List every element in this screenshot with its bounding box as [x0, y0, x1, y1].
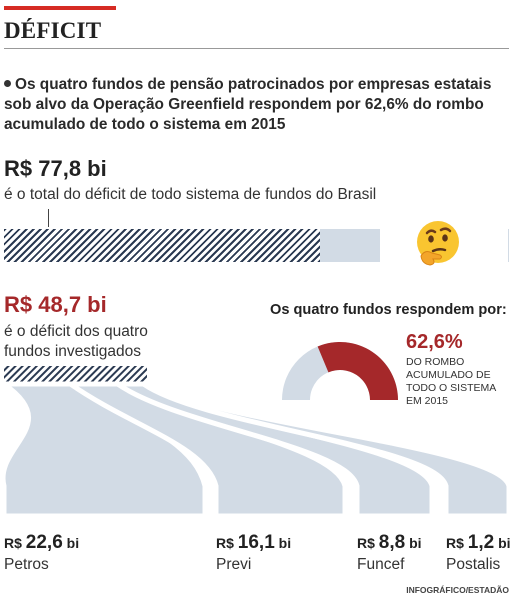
- title-divider: [4, 48, 509, 49]
- fund-value-petros: R$ 22,6 bi: [4, 532, 80, 553]
- fund-flow-diagram: [0, 366, 512, 519]
- fund-name-previ: Previ: [216, 556, 252, 573]
- page-title: DÉFICIT: [4, 18, 102, 43]
- four-funds-deficit-value: R$ 48,7 bi: [4, 292, 107, 317]
- donut-four-funds-slice: [317, 342, 398, 400]
- percent-note: DO ROMBO ACUMULADO DE TODO O SISTEMA EM …: [406, 356, 496, 407]
- bar-four-funds-deficit: [4, 229, 320, 262]
- total-deficit-value: R$ 77,8 bi: [4, 156, 107, 181]
- flow-band-postalis: [135, 381, 512, 519]
- intro-sentence: Os quatro fundos de pensão patrocinados …: [4, 76, 492, 133]
- four-funds-deficit-desc: é o déficit dos quatro fundos investigad…: [4, 323, 148, 360]
- fund-name-postalis: Postalis: [446, 556, 501, 573]
- fund-value-postalis: R$ 1,2 bi: [446, 532, 511, 553]
- credit-line: INFOGRÁFICO/ESTADÃO: [406, 585, 509, 595]
- fund-value-funcef: R$ 8,8 bi: [357, 532, 422, 553]
- thinking-face-icon: [417, 221, 459, 266]
- donut-chart: [282, 342, 398, 400]
- total-deficit-desc: é o total do déficit de todo sistema de …: [4, 186, 377, 203]
- fund-value-previ: R$ 16,1 bi: [216, 532, 292, 553]
- flow-hatch-strip: [4, 366, 147, 384]
- fund-name-funcef: Funcef: [357, 556, 405, 573]
- bullet-icon: [4, 80, 11, 87]
- top-accent-rule: [4, 6, 116, 10]
- total-tick: [48, 209, 49, 227]
- fund-name-petros: Petros: [4, 556, 49, 573]
- donut-title: Os quatro fundos respondem por:: [270, 302, 507, 318]
- percent-label: 62,6%: [406, 331, 463, 353]
- intro-text: Os quatro fundos de pensão patrocinados …: [4, 75, 509, 135]
